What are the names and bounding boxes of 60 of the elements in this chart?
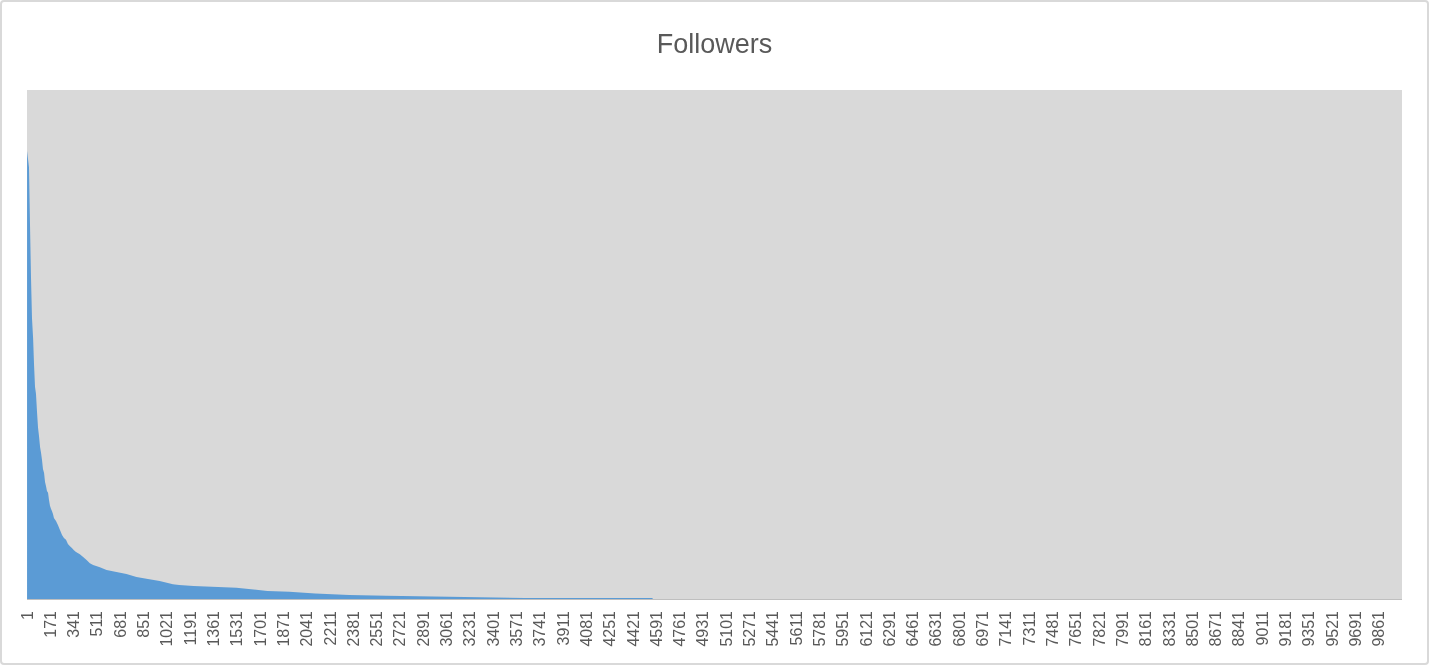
x-tick-label: 4591 [647,610,665,647]
x-tick-label: 7991 [1113,610,1131,647]
x-tick-label: 8331 [1160,610,1178,647]
x-tick-label: 681 [111,610,129,638]
x-tick-label: 1531 [228,610,246,647]
x-tick-label: 6801 [950,610,968,647]
x-tick-label: 6461 [904,610,922,647]
chart-title: Followers [656,29,773,59]
x-tick-label: 1701 [251,610,269,647]
x-tick-label: 7141 [997,610,1015,647]
x-tick-label: 2891 [414,610,432,647]
x-tick-label: 4421 [624,610,642,647]
x-tick-label: 1021 [158,610,176,647]
x-tick-label: 3741 [531,610,549,647]
x-tick-label: 8161 [1137,610,1155,647]
x-tick-label: 5951 [834,610,852,647]
x-tick-label: 9691 [1346,610,1364,647]
x-tick-label: 9521 [1323,610,1341,647]
x-tick-label: 2041 [298,610,316,647]
x-tick-label: 4251 [601,610,619,647]
x-tick-label: 5101 [717,610,735,647]
x-tick-label: 7481 [1043,610,1061,647]
x-tick-label: 511 [88,610,106,637]
x-tick-label: 4931 [694,610,712,647]
x-tick-label: 4081 [577,610,595,647]
x-tick-label: 9181 [1277,610,1295,647]
x-tick-label: 6971 [974,610,992,647]
x-tick-label: 7821 [1090,610,1108,647]
x-tick-label: 341 [65,610,83,638]
x-tick-label: 5781 [810,610,828,647]
x-tick-label: 2721 [391,610,409,647]
x-tick-label: 9861 [1370,610,1388,647]
x-tick-label: 851 [135,610,153,638]
x-tick-label: 6121 [857,610,875,647]
x-tick-label: 171 [41,610,59,638]
x-tick-label: 5271 [741,610,759,647]
x-tick-label: 8671 [1207,610,1225,647]
x-tick-label: 1871 [274,610,292,647]
x-tick-label: 1361 [205,610,223,647]
x-tick-label: 5441 [764,610,782,647]
x-tick-label: 4761 [671,610,689,647]
x-tick-label: 1 [18,610,36,620]
x-tick-label: 8841 [1230,610,1248,647]
x-tick-label: 7651 [1067,610,1085,647]
x-tick-label: 6291 [880,610,898,647]
x-tick-label: 8501 [1183,610,1201,647]
x-tick-label: 6631 [927,610,945,647]
x-tick-label: 3571 [507,610,525,647]
x-tick-label: 9011 [1253,610,1271,646]
x-tick-label: 3911 [554,610,572,646]
x-tick-label: 9351 [1300,610,1318,647]
x-tick-label: 3061 [438,610,456,647]
x-tick-label: 1191 [181,610,199,646]
x-tick-label: 5611 [787,610,805,646]
x-tick-label: 3231 [461,610,479,647]
x-tick-label: 2381 [344,610,362,647]
x-tick-label: 2211 [321,610,339,646]
x-tick-label: 7311 [1020,610,1038,646]
x-tick-label: 2551 [368,610,386,647]
x-tick-label: 3401 [484,610,502,647]
